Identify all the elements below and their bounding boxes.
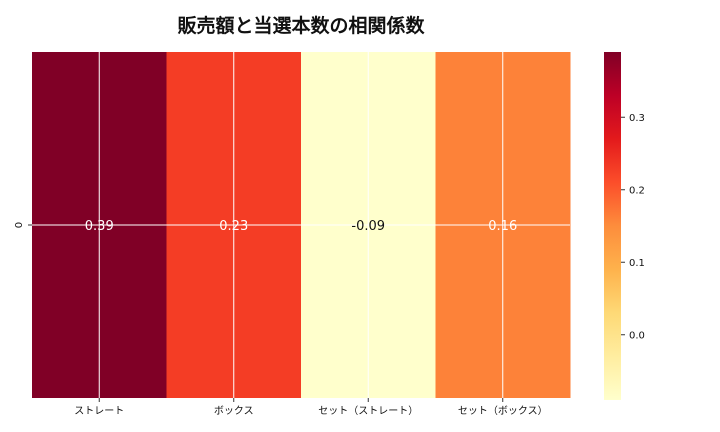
cell-annotation: 0.16 <box>488 219 517 234</box>
y-tick-label: 0 <box>14 222 25 228</box>
annotations: 0.39 0.23 -0.09 0.16 <box>85 219 517 234</box>
cell-annotation: 0.23 <box>219 219 248 234</box>
colorbar-tick-label: 0.2 <box>629 185 645 196</box>
colorbar: 0.0 0.1 0.2 0.3 <box>604 52 645 400</box>
x-tick-label: セット（ボックス） <box>458 405 548 417</box>
chart-title: 販売額と当選本数の相関係数 <box>177 14 425 37</box>
cell-annotation: 0.39 <box>85 219 114 234</box>
x-tick-label: ストレート <box>74 406 124 417</box>
gridlines <box>32 52 570 398</box>
x-tick-label: セット（ストレート） <box>318 405 418 417</box>
colorbar-tick-label: 0.1 <box>629 258 645 269</box>
colorbar-tick-label: 0.0 <box>629 330 645 341</box>
x-tick-label: ボックス <box>214 405 254 417</box>
colorbar-gradient <box>604 52 621 400</box>
x-axis: ストレート ボックス セット（ストレート） セット（ボックス） <box>74 398 548 417</box>
y-axis: 0 <box>14 222 32 228</box>
cell-annotation: -0.09 <box>351 219 385 234</box>
colorbar-tick-label: 0.3 <box>629 113 645 124</box>
